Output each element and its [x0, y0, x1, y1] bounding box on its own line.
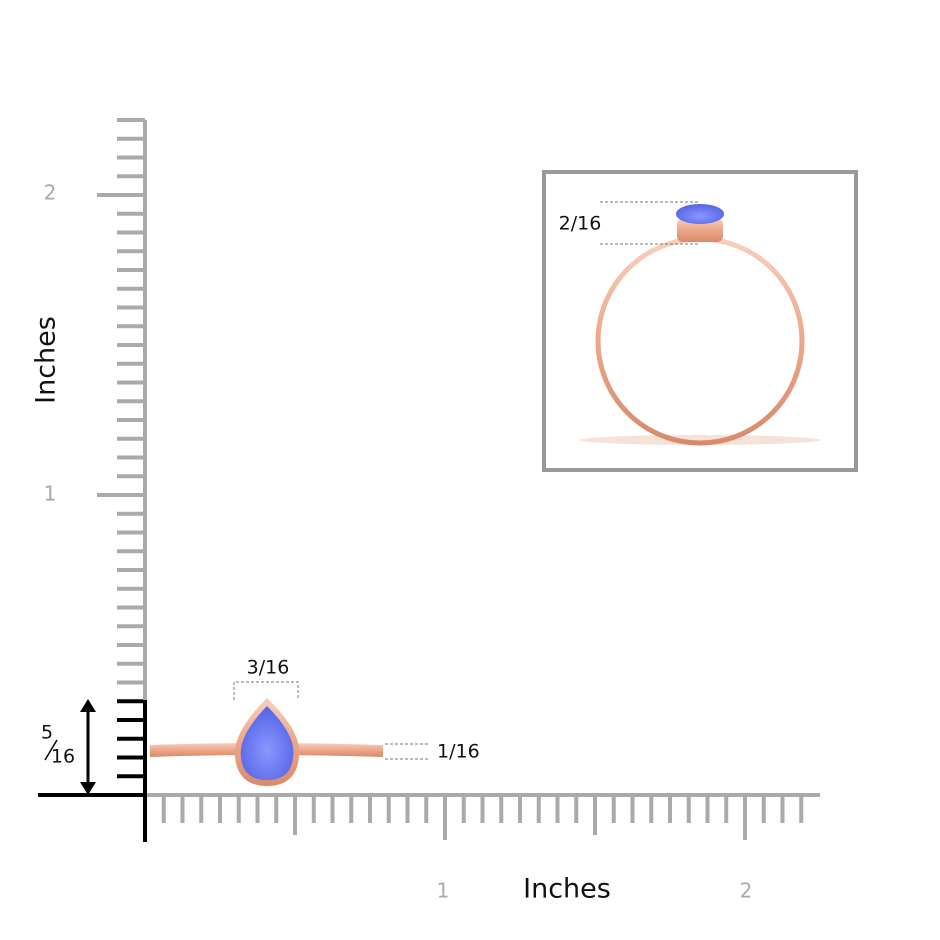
height-numerator: 5 — [41, 722, 53, 744]
dim-line — [385, 743, 430, 760]
y-tick-label: 1 — [44, 482, 57, 506]
height-denominator: 16 — [51, 746, 75, 768]
x-tick-label: 2 — [740, 879, 753, 903]
y-tick-label: 2 — [44, 181, 57, 205]
x-tick-label: 1 — [437, 879, 450, 903]
inset-frame — [542, 170, 858, 472]
inset-bezel — [677, 218, 723, 242]
shadow — [580, 435, 820, 445]
dim-line — [600, 201, 700, 245]
fraction-slash — [44, 739, 58, 761]
gem — [240, 706, 294, 780]
y-axis-title: Inches — [31, 316, 62, 404]
band-width-label: 1/16 — [437, 741, 480, 763]
rulers — [97, 118, 804, 840]
inset-gem — [676, 204, 724, 224]
stone-width-label: 3/16 — [247, 657, 290, 679]
dim-line — [233, 681, 299, 700]
inset-height-label: 2/16 — [559, 213, 602, 235]
x-axis-title: Inches — [523, 874, 611, 905]
